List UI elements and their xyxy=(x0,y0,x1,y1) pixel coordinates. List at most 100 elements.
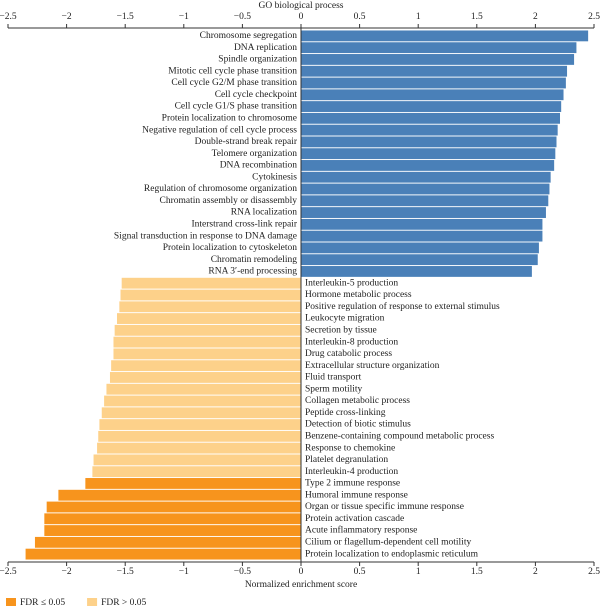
x-tick-label: 2 xyxy=(533,12,538,22)
x-tick-label: −1.5 xyxy=(117,567,134,577)
x-tick-label: −2 xyxy=(62,12,72,22)
bar xyxy=(301,183,550,195)
bar xyxy=(301,207,546,218)
category-label: Cell cycle G1/S phase transition xyxy=(175,102,298,112)
category-label: RNA localization xyxy=(231,208,297,218)
category-label: Negative regulation of cell cycle proces… xyxy=(142,124,297,135)
category-label: Regulation of chromosome organization xyxy=(144,183,297,194)
bar xyxy=(119,301,301,313)
category-label: Protein activation cascade xyxy=(305,514,404,524)
category-label: Positive regulation of response to exter… xyxy=(305,301,500,312)
legend-swatch xyxy=(87,598,98,606)
x-tick-label: −1 xyxy=(179,567,189,577)
category-label: Mitotic cell cycle phase transition xyxy=(168,66,297,76)
bar xyxy=(301,30,589,42)
category-label: Protein localization to endoplasmic reti… xyxy=(305,549,479,559)
x-tick-label: 2.5 xyxy=(588,12,600,22)
category-label: Protein localization to cytoskeleton xyxy=(163,243,298,253)
category-label: Chromatin remodeling xyxy=(211,255,298,265)
category-label: Telomere organization xyxy=(212,149,298,159)
bar xyxy=(106,383,301,395)
x-tick-label: −2 xyxy=(62,567,72,577)
bar xyxy=(34,536,302,548)
bar xyxy=(301,54,575,65)
bar xyxy=(301,89,564,101)
category-label: Platelet degranulation xyxy=(305,455,388,465)
bar xyxy=(116,313,301,324)
category-label: Chromatin assembly or disassembly xyxy=(160,196,298,206)
bar xyxy=(44,525,301,536)
bar xyxy=(301,101,562,112)
category-label: Acute inflammatory response xyxy=(305,525,417,536)
bar xyxy=(25,548,302,560)
category-label: Humoral immune response xyxy=(305,490,408,500)
legend-label: FDR ≤ 0.05 xyxy=(20,598,65,608)
category-label: RNA 3′-end processing xyxy=(208,267,297,277)
category-label: Double-strand break repair xyxy=(195,137,298,147)
category-label: Peptide cross-linking xyxy=(305,408,386,418)
x-tick-label: −0.5 xyxy=(234,12,251,22)
category-label: Cell cycle checkpoint xyxy=(215,90,298,100)
bar xyxy=(111,360,301,372)
x-tick-label: 1.5 xyxy=(471,12,483,22)
x-tick-label: 0 xyxy=(299,12,304,22)
x-tick-label: 0 xyxy=(299,567,304,577)
category-label: Signal transduction in response to DNA d… xyxy=(114,231,297,241)
bar xyxy=(114,324,301,336)
bar xyxy=(301,242,539,254)
bar xyxy=(101,407,301,419)
bar xyxy=(85,478,302,489)
bar xyxy=(58,489,302,501)
x-tick-label: −0.5 xyxy=(234,567,251,577)
bar xyxy=(301,112,561,124)
category-label: DNA replication xyxy=(234,43,297,53)
category-label: Organ or tissue specific immune response xyxy=(305,501,464,512)
chart-title: GO biological process xyxy=(259,1,344,11)
category-label: Extracellular structure organization xyxy=(305,361,440,371)
bar xyxy=(113,348,301,360)
category-label: Interstrand cross-link repair xyxy=(191,220,297,230)
bar xyxy=(301,148,556,160)
legend-label: FDR > 0.05 xyxy=(101,598,146,608)
bar xyxy=(99,419,301,430)
bar xyxy=(301,160,555,171)
bar xyxy=(301,136,557,148)
bar xyxy=(98,430,301,442)
category-label: Detection of biotic stimulus xyxy=(305,419,411,430)
category-label: Protein localization to chromosome xyxy=(162,114,297,124)
category-label: Cytokinesis xyxy=(252,172,297,182)
bar xyxy=(301,218,543,230)
category-label: Response to chemokine xyxy=(305,443,395,453)
bar xyxy=(301,77,566,89)
legend-swatch xyxy=(6,598,16,606)
category-label: Cilium or flagellum-dependent cell motil… xyxy=(305,537,471,548)
category-label: Secretion by tissue xyxy=(305,326,377,336)
bar xyxy=(121,277,302,289)
category-label: Sperm motility xyxy=(305,384,363,394)
x-tick-label: 1 xyxy=(416,567,421,577)
x-tick-label: 1 xyxy=(416,12,421,22)
x-tick-label: 2.5 xyxy=(588,567,600,577)
bar xyxy=(92,466,301,478)
bar xyxy=(46,501,302,513)
category-label: Leukocyte migration xyxy=(305,314,385,324)
category-label: Cell cycle G2/M phase transition xyxy=(171,78,297,88)
bar xyxy=(301,230,543,242)
bar xyxy=(93,454,301,466)
category-label: Interleukin-8 production xyxy=(305,337,398,347)
bar xyxy=(301,171,551,183)
bar xyxy=(301,195,549,207)
x-tick-label: −2.5 xyxy=(0,12,17,22)
category-label: Chromosome segregation xyxy=(200,31,298,41)
bar xyxy=(301,124,558,136)
x-tick-label: −2.5 xyxy=(0,567,17,577)
bar xyxy=(104,395,301,407)
category-label: Hormone metabolic process xyxy=(305,290,412,300)
bar xyxy=(301,266,532,277)
bar xyxy=(301,65,568,77)
category-label: Interleukin-5 production xyxy=(305,278,398,288)
category-label: DNA recombination xyxy=(220,161,298,171)
bar xyxy=(301,42,577,54)
category-label: Type 2 immune response xyxy=(305,479,400,489)
